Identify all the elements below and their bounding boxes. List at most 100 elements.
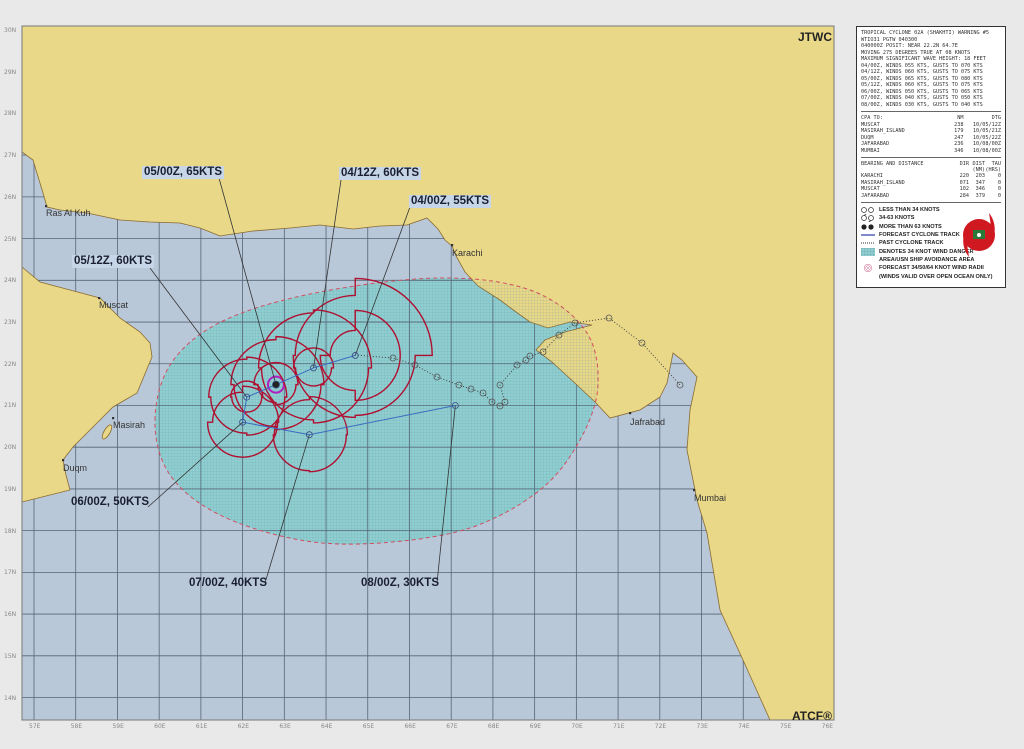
cpa-cell: MUMBAI xyxy=(861,147,880,154)
past-point xyxy=(513,361,521,369)
past-point xyxy=(496,381,504,389)
city-marker xyxy=(629,412,632,415)
city-masirah: Masirah xyxy=(113,420,146,430)
past-point xyxy=(479,389,487,397)
track-label-06-00z: 06/00Z, 50KTS xyxy=(71,496,149,508)
cpa-row: MUMBAI 346 10/08/00Z xyxy=(861,148,1001,155)
lon-label: 64E xyxy=(321,723,333,730)
bearing-row: MASIRAH_ISLAND 071 347 0 xyxy=(861,180,1001,187)
past-point xyxy=(605,314,613,322)
legend-item: PAST CYCLONE TRACK xyxy=(861,239,1001,247)
bearing-cell: 220 xyxy=(959,173,969,179)
cpa-row: JAFARABAD 236 10/08/00Z xyxy=(861,141,1001,148)
lon-label: 66E xyxy=(404,723,416,730)
lat-label: 27N xyxy=(4,152,17,160)
past-point xyxy=(433,373,441,381)
bearing-header: BEARING AND DISTANCE DIR DIST (NM) TAU (… xyxy=(861,161,1001,173)
legend-item: (WINDS VALID OVER OPEN OCEAN ONLY) xyxy=(861,272,1001,280)
city-markers xyxy=(45,205,696,492)
header-line: 04/00Z, WINDS 055 KTS, GUSTS TO 070 KTS xyxy=(861,62,983,69)
forecast-point-07-00z xyxy=(305,431,313,439)
lon-label: 59E xyxy=(112,723,124,730)
wind-radius-34kt xyxy=(206,385,280,458)
legend-label: PAST CYCLONE TRACK xyxy=(879,240,944,247)
lon-label: 73E xyxy=(696,723,708,730)
danger-area-boundary xyxy=(154,277,599,545)
bearing-col-dir: DIR xyxy=(959,161,969,167)
less-than-34-knots-icon xyxy=(861,207,874,213)
atcf-brand: ATCF® xyxy=(792,709,832,723)
legend-label: (WINDS VALID OVER OPEN OCEAN ONLY) xyxy=(879,273,993,280)
past-point xyxy=(571,319,579,327)
leader-line xyxy=(149,267,248,398)
forecast-point-05-00z xyxy=(272,380,280,389)
cpa-cell: 10/08/00Z xyxy=(972,147,1001,154)
wind-radii xyxy=(206,277,433,473)
header-line: 05/00Z, WINDS 065 KTS, GUSTS TO 080 KTS xyxy=(861,75,983,82)
legend-label: MORE THAN 63 KNOTS xyxy=(879,223,942,230)
leader-line xyxy=(354,206,411,356)
past-point xyxy=(411,361,419,369)
wind-radius-50kt xyxy=(292,347,335,387)
bearing-cell: MUSCAT xyxy=(861,186,880,192)
leader-line xyxy=(218,177,277,385)
city-mumbai: Mumbai xyxy=(694,493,727,503)
bearing-cell: 203 xyxy=(975,173,985,179)
lat-label: 24N xyxy=(4,277,17,285)
cpa-cell: 247 xyxy=(954,134,964,141)
bearing-col-location: BEARING AND DISTANCE xyxy=(861,161,924,167)
legend: LESS THAN 34 KNOTS 34-63 KNOTS MORE THAN 6… xyxy=(861,206,1001,281)
header-line: TROPICAL CYCLONE 02A (SHAKHTI) WARNING #… xyxy=(861,30,990,36)
lat-label: 14N xyxy=(4,694,17,702)
lat-label: 20N xyxy=(4,444,17,452)
jtwc-brand: JTWC xyxy=(798,30,832,44)
lat-label: 16N xyxy=(4,611,17,619)
leader-line xyxy=(436,405,456,584)
forecast-points xyxy=(239,352,459,439)
header-line: 04/12Z, WINDS 060 KTS, GUSTS TO 075 KTS xyxy=(861,69,983,75)
header-line: MOVING 275 DEGREES TRUE AT 08 KNOTS xyxy=(861,49,971,56)
past-point xyxy=(389,354,397,362)
warning-info-panel: TROPICAL CYCLONE 02A (SHAKHTI) WARNING #… xyxy=(856,26,1006,288)
lon-label: 74E xyxy=(738,723,750,730)
danger-area-icon xyxy=(861,247,875,256)
cpa-row: MUSCAT 238 10/05/12Z xyxy=(861,122,1001,129)
bearing-cell: 347 xyxy=(975,179,985,186)
city-marker xyxy=(62,459,65,462)
city-marker xyxy=(98,297,101,300)
lon-label: 68E xyxy=(487,723,500,730)
past-point xyxy=(455,381,463,389)
bearing-cell: KARACHI xyxy=(861,173,883,179)
cpa-col-nm: NM xyxy=(957,115,964,121)
city-jafrabad: Jafrabad xyxy=(630,417,666,427)
city-muscat: Muscat xyxy=(99,300,129,310)
past-point xyxy=(539,348,547,356)
lat-label: 17N xyxy=(4,569,17,577)
track-label-04-12z: 04/12Z, 60KTS xyxy=(339,167,421,180)
lon-label: 70E xyxy=(571,723,583,730)
city-karachi: Karachi xyxy=(452,248,483,258)
land-masirah-island xyxy=(101,424,113,440)
cpa-col-dtg: DTG xyxy=(991,115,1001,121)
cpa-cell: 236 xyxy=(954,141,964,147)
legend-label: FORECAST CYCLONE TRACK xyxy=(879,232,960,239)
lat-label: 30N xyxy=(4,27,17,34)
track-label-05-00z: 05/00Z, 65KTS xyxy=(142,166,224,179)
lat-label: 29N xyxy=(4,68,17,76)
legend-label: FORECAST 34/50/64 KNOT WIND RADII xyxy=(879,265,984,272)
legend-label: 34-63 KNOTS xyxy=(879,215,915,222)
cpa-cell: 10/05/21Z xyxy=(972,128,1001,134)
city-duqm: Duqm xyxy=(63,463,88,473)
bearing-row: KARACHI 220 203 0 xyxy=(861,173,1001,180)
lat-label: 26N xyxy=(4,193,17,201)
lon-label: 61E xyxy=(195,723,208,730)
lon-label: 65E xyxy=(362,723,375,730)
cpa-header: CPA TO: NM DTG xyxy=(861,115,1001,122)
city-marker xyxy=(112,417,115,420)
wind-radius-34kt xyxy=(272,395,349,473)
past-point xyxy=(496,402,504,410)
lat-label: 19N xyxy=(4,485,17,493)
legend-item: FORECAST CYCLONE TRACK xyxy=(861,231,1001,239)
lat-label: 28N xyxy=(4,110,17,118)
lat-label: 15N xyxy=(4,652,17,660)
